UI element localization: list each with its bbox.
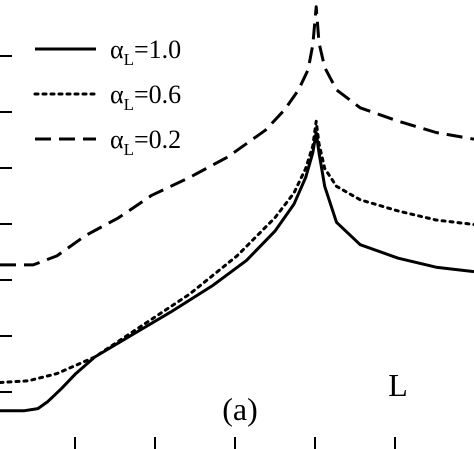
legend-symbol: α	[110, 125, 124, 154]
legend-label: αL=1.0	[110, 35, 181, 69]
legend-value: =1.0	[134, 35, 181, 64]
panel-label: (a)	[222, 391, 258, 427]
axis-ticks	[0, 55, 396, 449]
legend-subscript: L	[124, 140, 134, 159]
legend-value: =0.2	[134, 125, 181, 154]
series-line-dotted	[0, 119, 474, 384]
series-line-dashed	[0, 5, 474, 267]
legend: αL=1.0αL=0.6αL=0.2	[33, 35, 181, 159]
legend-label: αL=0.2	[110, 125, 181, 159]
series-line-solid	[0, 131, 474, 413]
legend-value: =0.6	[134, 80, 181, 109]
legend-label: αL=0.6	[110, 80, 181, 114]
region-label: L	[388, 367, 408, 403]
legend-symbol: α	[110, 35, 124, 64]
legend-subscript: L	[124, 95, 134, 114]
legend-subscript: L	[124, 50, 134, 69]
legend-symbol: α	[110, 80, 124, 109]
series-layer	[0, 5, 474, 413]
